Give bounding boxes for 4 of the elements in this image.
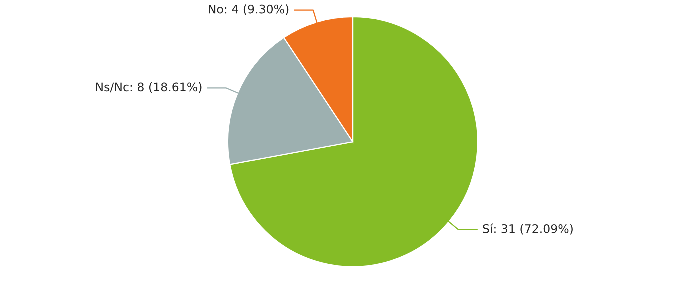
slice-label: Ns/Nc: 8 (18.61%) xyxy=(96,82,202,94)
slice-label: Sí: 31 (72.09%) xyxy=(483,224,573,235)
pie-slice xyxy=(230,16,479,268)
slice-label: No: 4 (9.30%) xyxy=(209,4,289,16)
